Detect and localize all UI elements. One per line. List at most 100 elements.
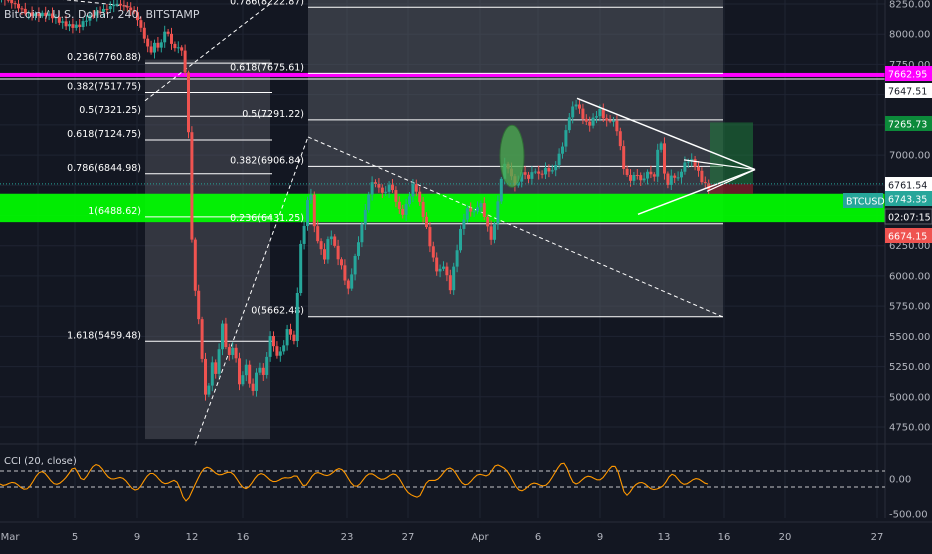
candle — [251, 383, 255, 391]
candle — [615, 120, 619, 132]
candle — [652, 174, 656, 177]
candle — [408, 196, 411, 205]
x-tick-label: 16 — [237, 532, 250, 543]
candle — [200, 319, 204, 359]
candle — [530, 172, 534, 179]
candle — [537, 171, 541, 174]
candle — [554, 164, 558, 171]
candle — [642, 178, 646, 181]
candle — [499, 178, 503, 202]
fib-right-label: 0.382(6906.84) — [230, 155, 304, 166]
price-badge-label: 7662.95 — [888, 70, 927, 81]
candle — [299, 243, 303, 294]
candle — [183, 50, 187, 73]
candle — [557, 153, 561, 165]
candle — [659, 143, 663, 150]
support-zone — [0, 193, 885, 223]
candle — [13, 3, 17, 5]
candle — [442, 266, 445, 269]
candle — [122, 5, 126, 7]
price-badge-label: BTCUSD — [846, 197, 885, 208]
candle — [244, 364, 248, 376]
candle — [523, 172, 527, 175]
x-tick-label: Apr — [471, 532, 489, 543]
candle — [346, 280, 350, 289]
candle — [207, 385, 211, 395]
fib-left-label: 0.382(7517.75) — [67, 81, 141, 92]
candle — [605, 118, 609, 121]
candle — [156, 42, 160, 48]
candle — [170, 33, 173, 44]
candle — [231, 347, 235, 355]
candle — [153, 42, 156, 53]
candle — [292, 334, 296, 342]
candle — [520, 172, 524, 182]
x-tick-label: 9 — [134, 532, 140, 543]
candle — [85, 20, 88, 22]
candle — [703, 182, 707, 184]
triangle-upper — [576, 97, 756, 171]
candle — [224, 323, 228, 348]
candle — [669, 175, 673, 185]
candle — [23, 8, 27, 14]
candle — [608, 120, 612, 122]
cci-line — [0, 462, 709, 502]
price-badge-label: 7265.73 — [888, 120, 927, 131]
fib-right-label: 0.5(7291.22) — [242, 109, 304, 120]
candle — [391, 184, 394, 191]
candle — [268, 336, 272, 357]
candle — [136, 12, 139, 21]
candle — [421, 201, 425, 217]
candle — [265, 356, 269, 375]
candle — [683, 162, 687, 172]
candle — [261, 367, 265, 375]
candle — [404, 204, 408, 215]
candle — [275, 346, 279, 356]
candle — [680, 171, 683, 178]
x-tick-label: 5 — [72, 532, 78, 543]
candle — [666, 173, 670, 185]
candle — [428, 227, 432, 247]
candle — [486, 217, 490, 227]
candle — [693, 159, 697, 167]
candle — [326, 239, 330, 260]
candle — [571, 106, 575, 118]
candle — [618, 131, 622, 147]
candle — [333, 236, 337, 246]
candle — [146, 38, 150, 47]
x-tick-label: Mar — [1, 532, 21, 543]
candle — [102, 8, 105, 12]
candle — [210, 362, 214, 386]
candle — [88, 15, 92, 21]
candle — [312, 194, 316, 227]
y-tick-label: 5500.00 — [889, 332, 930, 343]
candle — [64, 21, 68, 27]
candle — [676, 177, 680, 179]
candle — [295, 293, 299, 342]
fib-left-label: 0.5(7321.25) — [79, 105, 141, 116]
candle — [190, 132, 194, 240]
y-tick-label: 7750.00 — [889, 60, 930, 71]
x-tick-label: 16 — [718, 532, 731, 543]
candle — [108, 6, 112, 10]
y-tick-label: 5250.00 — [889, 362, 930, 373]
candle — [394, 190, 398, 202]
candle — [567, 117, 571, 131]
cci-tick-label: 0.00 — [889, 475, 911, 486]
y-tick-label: 8250.00 — [889, 0, 930, 11]
candle — [462, 219, 466, 229]
candle — [374, 182, 377, 184]
candle — [367, 194, 371, 210]
triangle-lower — [637, 168, 756, 215]
candle — [639, 175, 643, 181]
candle — [482, 203, 486, 218]
target-box — [710, 122, 753, 185]
candle — [159, 42, 163, 48]
candle — [493, 223, 496, 240]
candle — [452, 266, 456, 291]
candle — [550, 170, 554, 172]
candle — [425, 216, 428, 228]
price-badge-label: 7647.51 — [888, 87, 927, 98]
